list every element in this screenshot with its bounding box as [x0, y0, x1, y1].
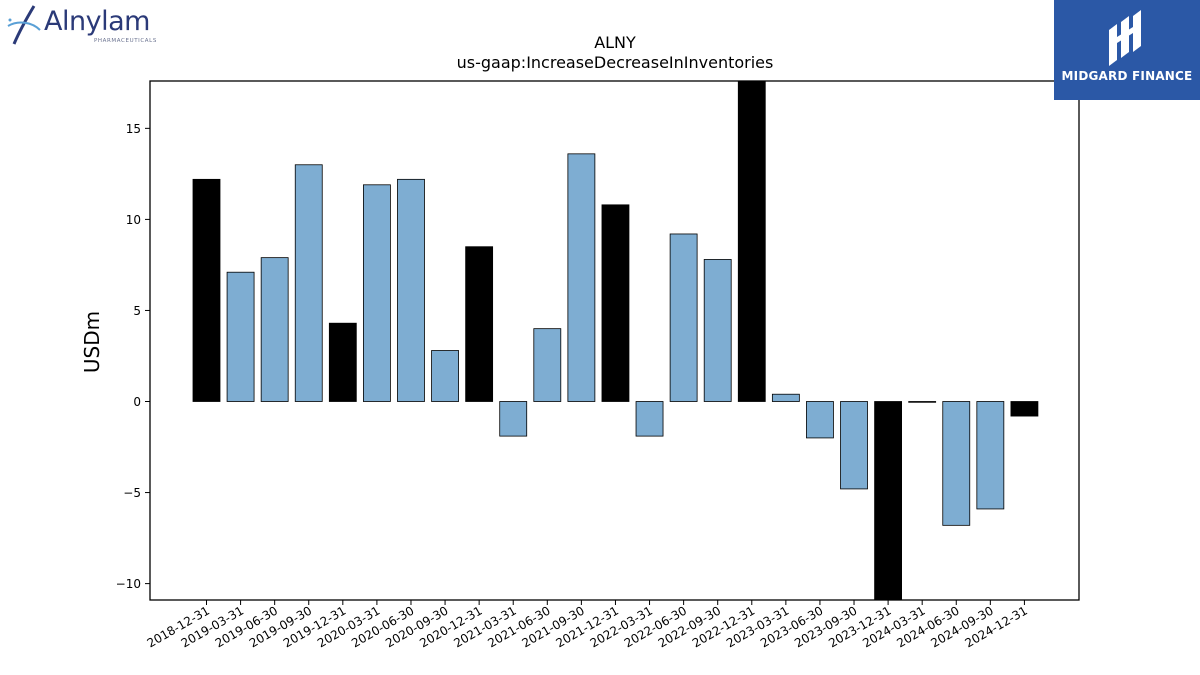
midgard-finance-logo: MIDGARD FINANCE — [1054, 0, 1200, 100]
alnylam-logo-subtext: PHARMACEUTICALS — [94, 38, 157, 44]
alnylam-logo: Alnylam PHARMACEUTICALS — [6, 4, 166, 48]
bar-2021-03-31 — [499, 401, 528, 437]
plot-frame — [149, 80, 1080, 601]
midgard-logo-icon — [1109, 10, 1141, 66]
bar-2023-09-30 — [840, 401, 868, 490]
bar-2022-03-31 — [635, 401, 664, 437]
bar-2023-06-30 — [806, 401, 834, 439]
alnylam-logo-text: Alnylam — [44, 6, 150, 37]
chart-subtitle: us-gaap:IncreaseDecreaseInInventories — [457, 53, 774, 72]
bar-2020-06-30 — [397, 178, 425, 402]
bar-2024-09-30 — [976, 401, 1005, 510]
bar-2022-09-30 — [703, 259, 732, 402]
alnylam-swoosh-icon — [7, 5, 41, 45]
bar-2023-03-31 — [771, 393, 800, 402]
bar-2024-06-30 — [942, 401, 971, 526]
bar-2020-03-31 — [362, 184, 391, 402]
bar-2024-03-31 — [908, 401, 937, 403]
bar-2023-12-31 — [874, 401, 902, 601]
bar-2020-12-31 — [465, 246, 494, 402]
bar-2019-09-30 — [294, 164, 323, 402]
bar-2022-06-30 — [669, 233, 698, 402]
x-ticks-group: 2018-12-312019-03-312019-06-302019-09-30… — [145, 600, 1030, 650]
bar-2019-06-30 — [260, 257, 289, 402]
bar-2024-12-31 — [1010, 401, 1039, 417]
y-axis-label: USDm — [80, 311, 104, 373]
bar-2022-12-31 — [737, 80, 766, 402]
y-tick-label: 5 — [133, 304, 141, 318]
chart-title: ALNY — [594, 33, 636, 52]
bar-2018-12-31 — [192, 178, 221, 402]
bar-2019-03-31 — [226, 271, 255, 402]
y-ticks-group: −10 −5 0 5 10 15 — [116, 122, 150, 591]
bars-group — [192, 80, 1039, 601]
y-tick-label: 15 — [126, 122, 141, 136]
bar-2020-09-30 — [431, 350, 459, 402]
bar-2021-06-30 — [533, 328, 562, 402]
bar-2019-12-31 — [328, 322, 357, 402]
bar-2021-09-30 — [567, 153, 596, 402]
y-tick-label: −10 — [116, 577, 141, 591]
y-tick-label: 0 — [133, 395, 141, 409]
y-tick-label: 10 — [126, 213, 141, 227]
bar-2021-12-31 — [601, 204, 630, 402]
midgard-logo-text: MIDGARD FINANCE — [1061, 69, 1193, 83]
y-tick-label: −5 — [123, 486, 141, 500]
